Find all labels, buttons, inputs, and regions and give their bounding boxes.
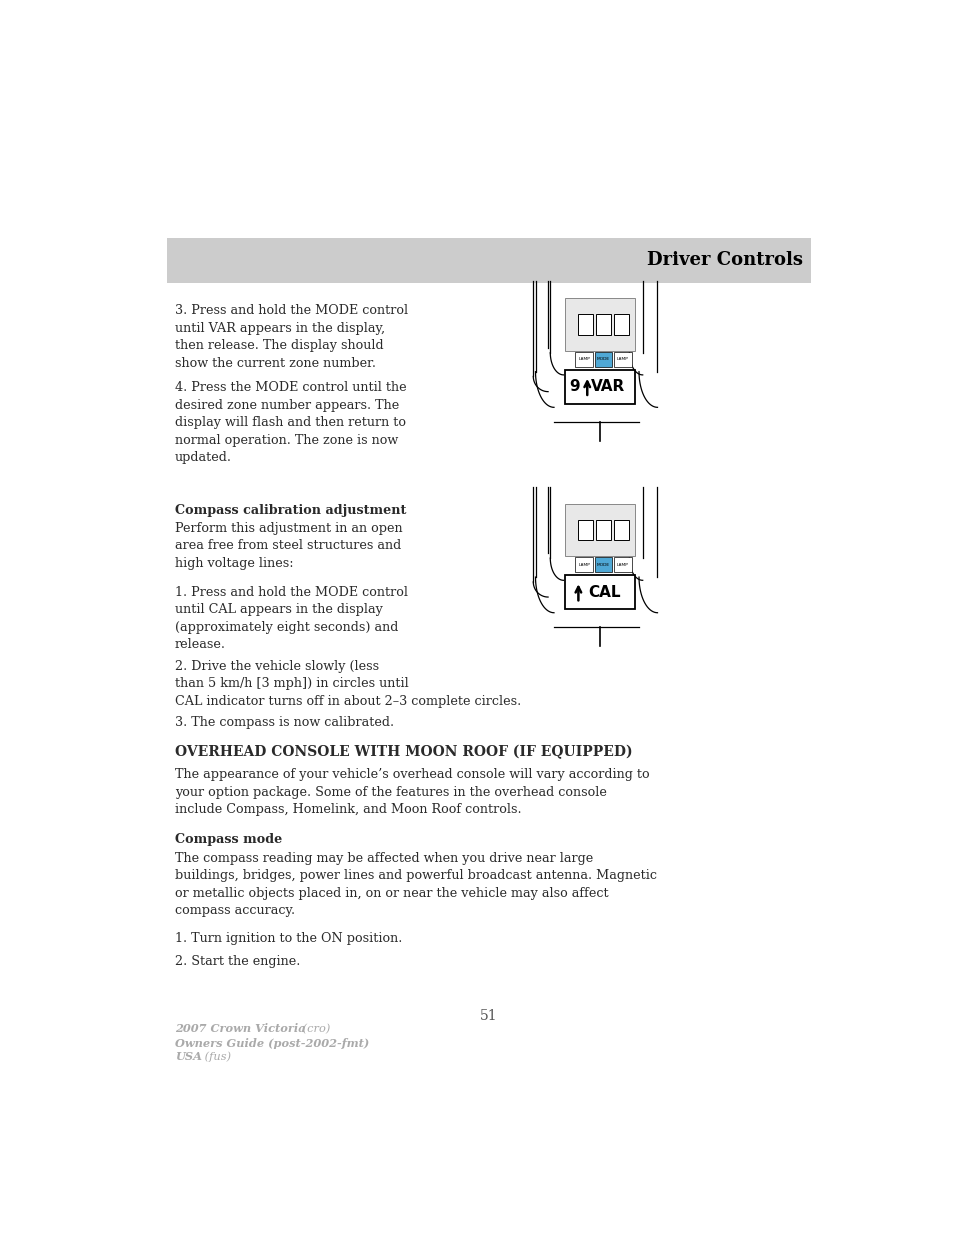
Text: Driver Controls: Driver Controls bbox=[646, 252, 802, 269]
Bar bbox=[564, 299, 634, 351]
Text: 2007 Crown Victoria: 2007 Crown Victoria bbox=[174, 1024, 305, 1035]
Bar bbox=[613, 520, 628, 541]
Bar bbox=[575, 352, 593, 367]
Bar bbox=[613, 557, 631, 572]
Bar bbox=[613, 352, 631, 367]
Bar bbox=[596, 314, 610, 335]
Text: 3. Press and hold the MODE control
until VAR appears in the display,
then releas: 3. Press and hold the MODE control until… bbox=[174, 304, 407, 369]
Bar bbox=[564, 369, 634, 404]
Text: The appearance of your vehicle’s overhead console will vary according to
your op: The appearance of your vehicle’s overhea… bbox=[174, 768, 649, 816]
Text: The compass reading may be affected when you drive near large
buildings, bridges: The compass reading may be affected when… bbox=[174, 852, 656, 918]
Bar bbox=[167, 237, 810, 283]
Text: Compass mode: Compass mode bbox=[174, 832, 282, 846]
Bar bbox=[564, 504, 634, 556]
Text: 2. Start the engine.: 2. Start the engine. bbox=[174, 955, 300, 967]
Bar bbox=[594, 557, 612, 572]
Bar bbox=[613, 314, 628, 335]
Text: Owners Guide (post-2002-fmt): Owners Guide (post-2002-fmt) bbox=[174, 1037, 369, 1049]
Text: Compass calibration adjustment: Compass calibration adjustment bbox=[174, 504, 406, 517]
Text: 1. Press and hold the MODE control
until CAL appears in the display
(approximate: 1. Press and hold the MODE control until… bbox=[174, 585, 407, 651]
Text: USA: USA bbox=[174, 1051, 201, 1062]
Bar bbox=[578, 520, 593, 541]
Text: 2. Drive the vehicle slowly (less
than 5 km/h [3 mph]) in circles until
CAL indi: 2. Drive the vehicle slowly (less than 5… bbox=[174, 659, 520, 708]
Bar bbox=[564, 576, 634, 609]
Text: OVERHEAD CONSOLE WITH MOON ROOF (IF EQUIPPED): OVERHEAD CONSOLE WITH MOON ROOF (IF EQUI… bbox=[174, 745, 632, 758]
Text: LAMP: LAMP bbox=[617, 563, 628, 567]
Text: 51: 51 bbox=[479, 1009, 497, 1024]
Text: Perform this adjustment in an open
area free from steel structures and
high volt: Perform this adjustment in an open area … bbox=[174, 522, 402, 569]
Text: LAMP: LAMP bbox=[617, 357, 628, 362]
Text: 9: 9 bbox=[569, 379, 579, 394]
Text: 3. The compass is now calibrated.: 3. The compass is now calibrated. bbox=[174, 716, 394, 729]
Text: VAR: VAR bbox=[590, 379, 624, 394]
Text: CAL: CAL bbox=[587, 585, 619, 600]
Text: (cro): (cro) bbox=[298, 1024, 330, 1035]
Text: MODE: MODE bbox=[597, 357, 610, 362]
Text: 4. Press the MODE control until the
desired zone number appears. The
display wil: 4. Press the MODE control until the desi… bbox=[174, 382, 406, 464]
Text: LAMP: LAMP bbox=[578, 563, 590, 567]
Text: LAMP: LAMP bbox=[578, 357, 590, 362]
Bar bbox=[594, 352, 612, 367]
Text: MODE: MODE bbox=[597, 563, 610, 567]
Text: (fus): (fus) bbox=[201, 1051, 232, 1062]
Bar bbox=[575, 557, 593, 572]
Text: 1. Turn ignition to the ON position.: 1. Turn ignition to the ON position. bbox=[174, 931, 401, 945]
Bar bbox=[596, 520, 610, 541]
Bar bbox=[578, 314, 593, 335]
